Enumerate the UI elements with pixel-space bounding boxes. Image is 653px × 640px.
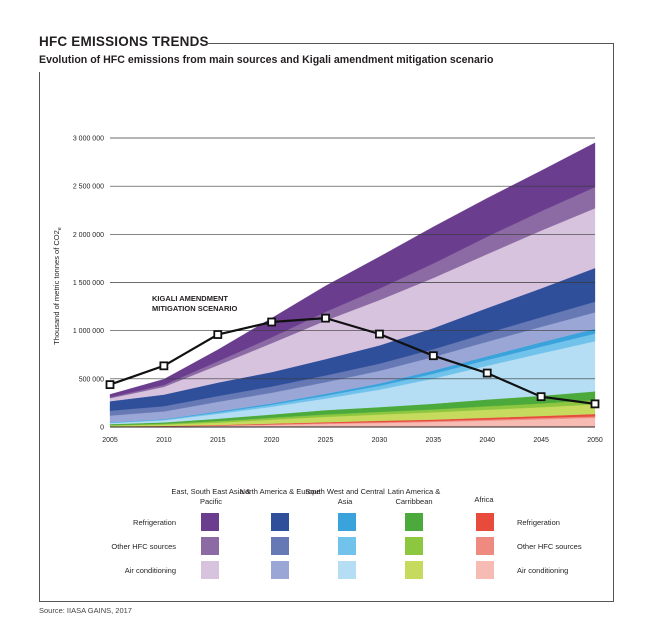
y-tick-label: 500 000 — [79, 376, 104, 383]
mitigation-marker — [321, 313, 330, 323]
legend-swatch-north-america-europe-other-hfc — [271, 537, 289, 555]
kigali-mitigation-line — [105, 313, 600, 409]
legend-row-label-refrigeration-left: Refrigeration — [133, 518, 176, 527]
x-tick-label: 2020 — [264, 437, 280, 444]
area-east-south-east-asia-pacific-refrigeration — [109, 142, 596, 398]
y-tick-label: 3 000 000 — [73, 136, 104, 143]
gridlines — [110, 137, 595, 428]
y-tick-label: 1 500 000 — [73, 280, 104, 287]
y-axis-label: Thousand of metric tonnes of CO2e — [52, 227, 63, 345]
emissions-area-chart: 0 500 000 1 000 000 1 500 000 2 000 000 2 500… — [52, 136, 603, 445]
mitigation-marker — [590, 399, 600, 409]
y-tick-label: 2 000 000 — [73, 232, 104, 239]
legend-swatch-africa-other-hfc — [476, 537, 494, 555]
legend-row-label-refrigeration-right: Refrigeration — [517, 518, 560, 527]
mitigation-marker — [536, 392, 546, 402]
mitigation-marker — [105, 380, 115, 390]
x-tick-label: 2005 — [102, 437, 118, 444]
frame-left-border — [39, 72, 40, 602]
legend-swatch-sw-central-asia-refrigeration — [338, 513, 356, 531]
x-tick-label: 2045 — [533, 437, 549, 444]
y-tick-label: 1 000 000 — [73, 328, 104, 335]
x-tick-label: 2030 — [372, 437, 388, 444]
frame-right-border — [613, 43, 614, 602]
legend-swatch-sw-central-asia-air-conditioning — [338, 561, 356, 579]
legend-swatch-latin-america-air-conditioning — [405, 561, 423, 579]
legend-row-label-other-left: Other HFC sources — [111, 542, 176, 551]
mitigation-marker — [428, 351, 438, 361]
x-tick-label: 2025 — [318, 437, 334, 444]
mitigation-marker — [159, 361, 169, 371]
x-tick-label: 2010 — [156, 437, 172, 444]
legend-header-north-america-europe: North America & Europe — [239, 487, 321, 496]
legend-swatch-east-asia-air-conditioning — [201, 561, 219, 579]
x-axis-tick-labels: 2005 2010 2015 2020 2025 2030 2035 2040 2045 2050 — [102, 437, 603, 444]
mitigation-line — [109, 316, 596, 405]
mitigation-marker — [267, 317, 277, 327]
legend-swatch-north-america-europe-air-conditioning — [271, 561, 289, 579]
mitigation-label-line-2: MITIGATION SCENARIO — [152, 304, 237, 313]
stacked-areas — [109, 142, 596, 428]
legend-row-label-other-right: Other HFC sources — [517, 542, 582, 551]
legend-row-label-air-conditioning-left: Air conditioning — [124, 566, 176, 575]
legend-swatch-north-america-europe-refrigeration — [271, 513, 289, 531]
chart-subtitle: Evolution of HFC emissions from main sou… — [39, 54, 494, 66]
legend-header-sw-central-asia: South West and Central Asia — [305, 487, 385, 506]
y-tick-label: 0 — [100, 425, 104, 432]
legend-swatch-latin-america-other-hfc — [405, 537, 423, 555]
x-tick-label: 2015 — [210, 437, 226, 444]
frame-bottom-border — [39, 601, 614, 602]
legend-row-label-air-conditioning-right: Air conditioning — [517, 566, 569, 575]
x-tick-label: 2035 — [426, 437, 442, 444]
mitigation-label-line-1: KIGALI AMENDMENT — [152, 294, 228, 303]
legend-swatch-sw-central-asia-other-hfc — [338, 537, 356, 555]
x-tick-label: 2050 — [587, 437, 603, 444]
y-axis-tick-labels: 0 500 000 1 000 000 1 500 000 2 000 000 2 500… — [73, 136, 104, 432]
mitigation-marker — [482, 368, 492, 378]
mitigation-marker — [213, 330, 223, 339]
legend-swatch-east-asia-other-hfc — [201, 537, 219, 555]
page-title: HFC EMISSIONS TRENDS — [39, 34, 209, 49]
legend-swatch-east-asia-refrigeration — [201, 513, 219, 531]
legend-header-east-asia: East, South East Asia & Pacific — [171, 487, 251, 506]
legend-header-africa: Africa — [474, 495, 494, 504]
legend-swatch-africa-air-conditioning — [476, 561, 494, 579]
x-tick-label: 2040 — [479, 437, 495, 444]
legend-header-latin-america: Latin America & Carribbean — [387, 487, 441, 506]
legend-swatch-africa-refrigeration — [476, 513, 494, 531]
mitigation-marker — [375, 329, 384, 339]
y-tick-label: 2 500 000 — [73, 184, 104, 191]
title-rule — [206, 43, 613, 44]
legend-swatch-latin-america-refrigeration — [405, 513, 423, 531]
source-note: Source: IIASA GAINS, 2017 — [39, 606, 132, 615]
